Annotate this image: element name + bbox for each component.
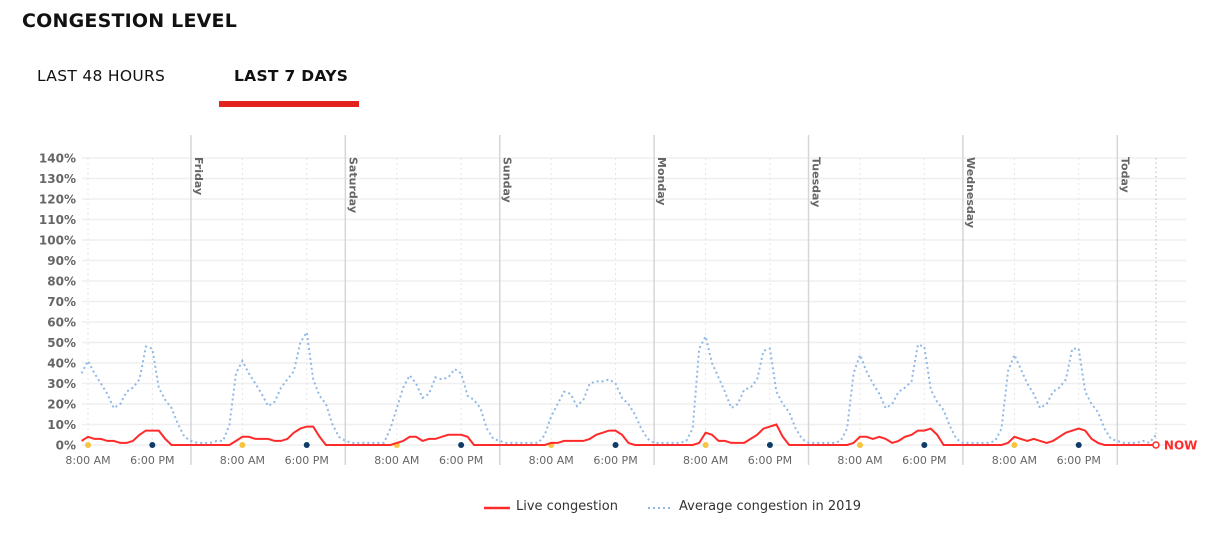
legend-live-label: Live congestion [516, 499, 618, 514]
x-tick-label: 8:00 AM [992, 454, 1037, 467]
x-tick-label: 8:00 AM [529, 454, 574, 467]
page-title: CONGESTION LEVEL [22, 10, 238, 32]
evening-marker [1075, 442, 1082, 448]
morning-marker [702, 442, 709, 448]
day-label: Today [1118, 157, 1131, 193]
tab-last-48-hours[interactable]: LAST 48 HOURS [37, 67, 166, 85]
day-label: Wednesday [964, 157, 977, 228]
x-tick-label: 8:00 AM [65, 454, 110, 467]
active-tab-indicator [219, 101, 359, 107]
x-tick-label: 6:00 PM [902, 454, 946, 467]
x-tick-label: 6:00 PM [130, 454, 174, 467]
y-tick-label: 120% [39, 193, 76, 207]
morning-marker [1011, 442, 1018, 448]
live-congestion-line [81, 423, 1156, 446]
day-label: Tuesday [810, 157, 823, 207]
y-tick-label: 0% [56, 439, 76, 453]
x-tick-label: 6:00 PM [439, 454, 483, 467]
evening-marker [149, 442, 156, 448]
evening-marker [612, 442, 619, 448]
y-tick-label: 130% [39, 172, 76, 186]
y-tick-label: 70% [47, 295, 76, 309]
y-tick-label: 110% [39, 213, 76, 227]
y-tick-label: 40% [47, 357, 76, 371]
now-marker [1152, 441, 1160, 449]
morning-marker [239, 442, 246, 448]
day-label: Monday [655, 157, 668, 205]
evening-marker [458, 442, 465, 448]
y-tick-label: 30% [47, 377, 76, 391]
y-tick-label: 80% [47, 275, 76, 289]
y-tick-label: 20% [47, 398, 76, 412]
y-tick-label: 90% [47, 254, 76, 268]
y-tick-label: 60% [47, 316, 76, 330]
x-tick-label: 6:00 PM [748, 454, 792, 467]
morning-marker [856, 442, 863, 448]
x-tick-label: 6:00 PM [1057, 454, 1101, 467]
day-label: Saturday [346, 157, 359, 213]
morning-marker [85, 442, 91, 448]
x-tick-label: 8:00 AM [837, 454, 882, 467]
x-tick-label: 8:00 AM [220, 454, 265, 467]
evening-marker [921, 442, 928, 448]
y-tick-label: 140% [39, 152, 76, 166]
x-tick-label: 8:00 AM [683, 454, 728, 467]
day-label: Sunday [501, 157, 514, 203]
legend-average-label: Average congestion in 2019 [679, 499, 861, 514]
tab-last-7-days[interactable]: LAST 7 DAYS [234, 67, 349, 85]
x-tick-label: 6:00 PM [593, 454, 637, 467]
now-label: NOW [1164, 439, 1197, 453]
y-tick-label: 10% [47, 418, 76, 432]
evening-marker [766, 442, 773, 448]
y-tick-label: 50% [47, 336, 76, 350]
y-tick-label: 100% [39, 234, 76, 248]
x-tick-label: 6:00 PM [285, 454, 329, 467]
day-label: Friday [192, 157, 205, 195]
average-congestion-line [80, 329, 1157, 445]
evening-marker [303, 442, 310, 448]
x-tick-label: 8:00 AM [374, 454, 419, 467]
